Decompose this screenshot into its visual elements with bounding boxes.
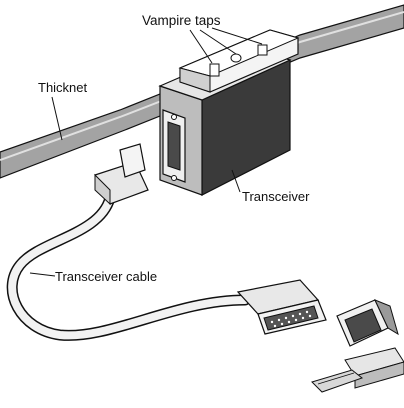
- leader-lines: [29, 27, 263, 277]
- vampire-tap-screw: [209, 63, 220, 77]
- connector-pins: [270, 310, 312, 328]
- label-vampire-taps: Vampire taps: [142, 13, 221, 28]
- vampire-tap-housing: [178, 29, 300, 93]
- label-thicknet: Thicknet: [38, 80, 88, 95]
- leader-line-vampire-left: [189, 29, 213, 64]
- leader-line-thicknet: [51, 96, 63, 141]
- leader-line-vampire-right: [211, 27, 263, 45]
- aui-connector-top: [94, 143, 149, 206]
- label-transceiver: Transceiver: [242, 189, 310, 204]
- aui-connector-bottom: [236, 279, 327, 335]
- leader-line-vampire-mid: [199, 29, 237, 55]
- vampire-tap-screw: [257, 44, 268, 56]
- leader-line-cable: [29, 272, 56, 277]
- computer-workstation: [311, 299, 404, 393]
- label-transceiver-cable: Transceiver cable: [55, 269, 158, 284]
- vampire-tap-screw: [230, 53, 242, 63]
- transceiver-db15-port: [162, 109, 186, 183]
- leader-line-transceiver: [231, 169, 241, 193]
- transceiver-cable: [6, 192, 251, 341]
